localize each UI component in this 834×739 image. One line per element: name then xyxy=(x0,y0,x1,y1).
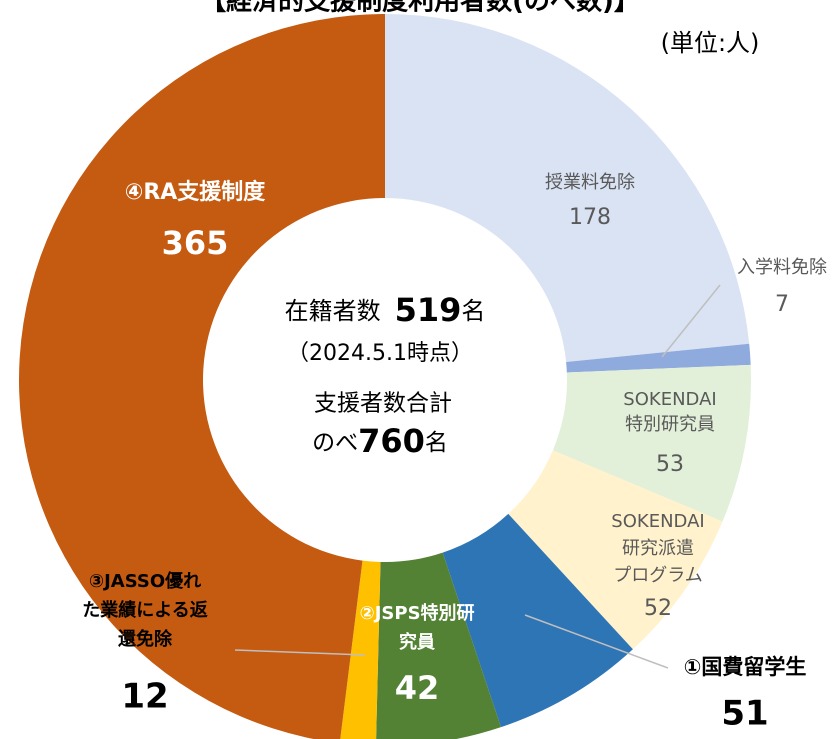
category-label: た業績による返 xyxy=(82,599,207,621)
category-label: 授業料免除 xyxy=(545,172,635,193)
category-label: ④RA支援制度 xyxy=(125,179,267,205)
category-label: SOKENDAI xyxy=(611,511,704,532)
donut-segment xyxy=(19,14,385,739)
category-label: ③JASSO優れ xyxy=(89,570,201,592)
donut-segment xyxy=(385,14,750,362)
value-label: 178 xyxy=(569,205,611,230)
leader-line xyxy=(234,649,366,656)
donut-segment xyxy=(376,552,501,739)
category-label: 特別研究員 xyxy=(625,414,715,435)
value: 519 xyxy=(395,291,462,329)
value: 760 xyxy=(358,422,425,460)
unit: 名 xyxy=(425,430,448,456)
center-total-label: 支援者数合計 xyxy=(314,391,452,417)
value-label: 42 xyxy=(395,669,440,707)
category-label: 究員 xyxy=(399,631,435,653)
center-enrolled: 在籍者数 519名 xyxy=(285,291,486,329)
unit-note: (単位:人) xyxy=(661,29,760,57)
category-label: 還免除 xyxy=(118,628,173,650)
center-date: （2024.5.1時点） xyxy=(287,341,473,366)
value-label: 365 xyxy=(162,224,229,262)
category-label: ②JSPS特別研 xyxy=(359,602,474,624)
value-label: 52 xyxy=(644,596,672,621)
donut-segment xyxy=(566,343,751,373)
category-label: ①国費留学生 xyxy=(684,655,807,679)
prefix: のべ xyxy=(312,430,358,456)
category-label: SOKENDAI xyxy=(623,389,716,410)
chart-title: 【経済的支援制度利用者数(のべ数)】 xyxy=(200,0,640,17)
value-label: 12 xyxy=(121,677,168,717)
category-label: プログラム xyxy=(613,565,702,586)
category-label: 入学料免除 xyxy=(737,257,827,278)
center-total: のべ760名 xyxy=(312,422,448,460)
label: 在籍者数 xyxy=(285,297,381,325)
leader-line xyxy=(661,284,721,358)
value-label: 53 xyxy=(656,452,684,477)
category-label: 研究派遣 xyxy=(622,538,694,559)
leader-line xyxy=(524,614,669,669)
donut-segment xyxy=(508,450,723,650)
unit: 名 xyxy=(461,297,485,325)
donut-segment xyxy=(340,560,381,739)
donut-segment xyxy=(552,364,751,522)
value-label: 7 xyxy=(775,292,789,317)
value-label: 51 xyxy=(721,694,768,734)
